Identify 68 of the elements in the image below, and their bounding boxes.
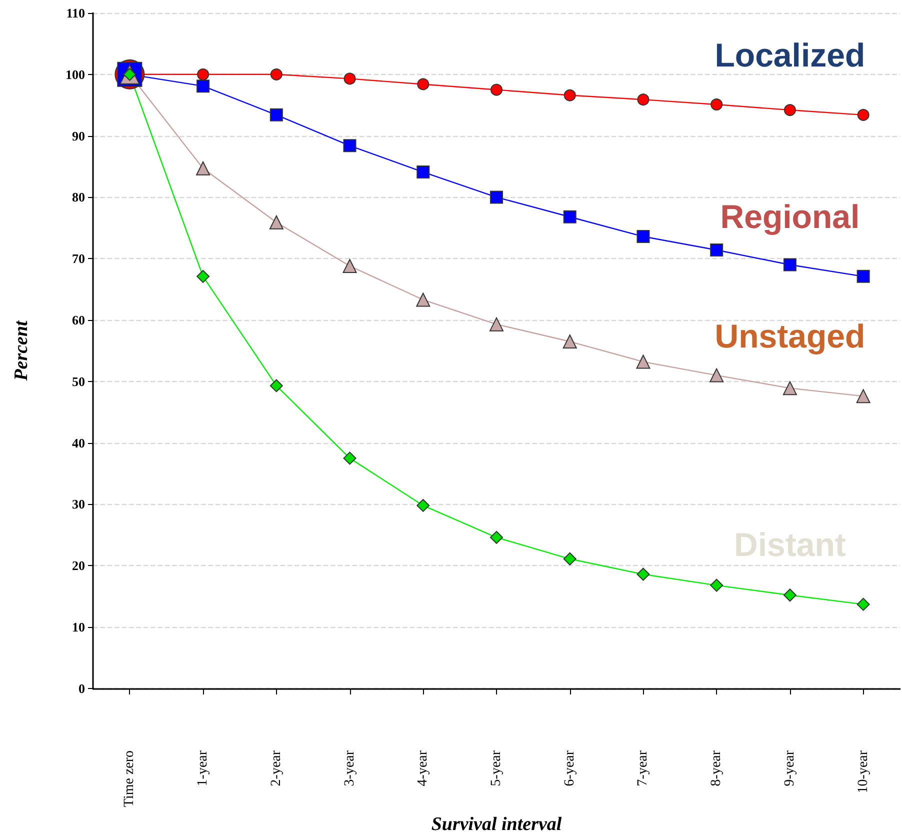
- point: [270, 68, 282, 80]
- point: [490, 530, 503, 544]
- x-tick-label: 8-year: [709, 750, 724, 786]
- point: [416, 498, 430, 512]
- x-tick-label: 9-year: [782, 750, 798, 786]
- point: [563, 210, 576, 224]
- x-tick-label: 5-year: [489, 750, 504, 786]
- point: [490, 190, 503, 204]
- point: [783, 258, 796, 272]
- point: [784, 104, 796, 116]
- point: [636, 354, 650, 369]
- y-tick-label: 50: [72, 374, 85, 389]
- series-label: Unstaged: [714, 318, 866, 355]
- y-tick-label: 90: [72, 128, 85, 144]
- point: [343, 139, 356, 152]
- y-tick-label: 40: [72, 435, 85, 450]
- x-tick-label: 6-year: [562, 750, 578, 786]
- point: [636, 230, 650, 244]
- point: [562, 334, 577, 349]
- point: [417, 78, 430, 90]
- x-tick-label: 4-year: [416, 750, 431, 786]
- point: [270, 108, 283, 122]
- y-tick-label: 70: [72, 251, 85, 266]
- point: [856, 389, 870, 404]
- point: [857, 108, 870, 121]
- y-tick-label: 10: [72, 620, 85, 635]
- point: [270, 379, 283, 392]
- y-axis-title: Percent: [11, 320, 32, 382]
- point: [490, 317, 504, 332]
- x-tick-label: Time zero: [122, 750, 138, 808]
- series-label: Localized: [714, 36, 866, 74]
- point: [563, 552, 576, 566]
- point: [710, 244, 724, 257]
- point: [343, 452, 356, 465]
- y-tick-label: 60: [72, 312, 85, 328]
- point: [636, 568, 650, 581]
- x-axis-title: Survival interval: [431, 814, 562, 835]
- x-tick-label: 2-year: [268, 750, 284, 786]
- point: [856, 270, 870, 283]
- point: [416, 166, 430, 179]
- point: [344, 72, 356, 85]
- y-tick-label: 100: [66, 66, 85, 82]
- point: [782, 381, 797, 396]
- y-tick-label: 80: [72, 190, 85, 205]
- point: [342, 258, 357, 273]
- x-tick-label: 7-year: [636, 750, 651, 786]
- point: [710, 368, 724, 382]
- point: [856, 598, 870, 611]
- x-tick-label: 10-year: [856, 750, 871, 794]
- point: [710, 578, 724, 592]
- point: [196, 80, 210, 93]
- point: [416, 292, 430, 307]
- y-tick-label: 110: [66, 6, 85, 20]
- point: [197, 68, 210, 80]
- point: [710, 98, 723, 110]
- point: [637, 94, 650, 106]
- point: [269, 215, 284, 230]
- y-tick-label: 30: [72, 496, 85, 512]
- y-tick-label: 0: [78, 680, 85, 696]
- point: [196, 161, 210, 176]
- x-tick-label: 3-year: [342, 750, 358, 786]
- point: [783, 588, 796, 602]
- y-tick-label: 20: [72, 558, 85, 574]
- point: [196, 270, 210, 283]
- series-label: Regional: [720, 198, 860, 235]
- point: [490, 84, 502, 96]
- x-tick-label: 1-year: [196, 750, 211, 786]
- point: [564, 89, 576, 102]
